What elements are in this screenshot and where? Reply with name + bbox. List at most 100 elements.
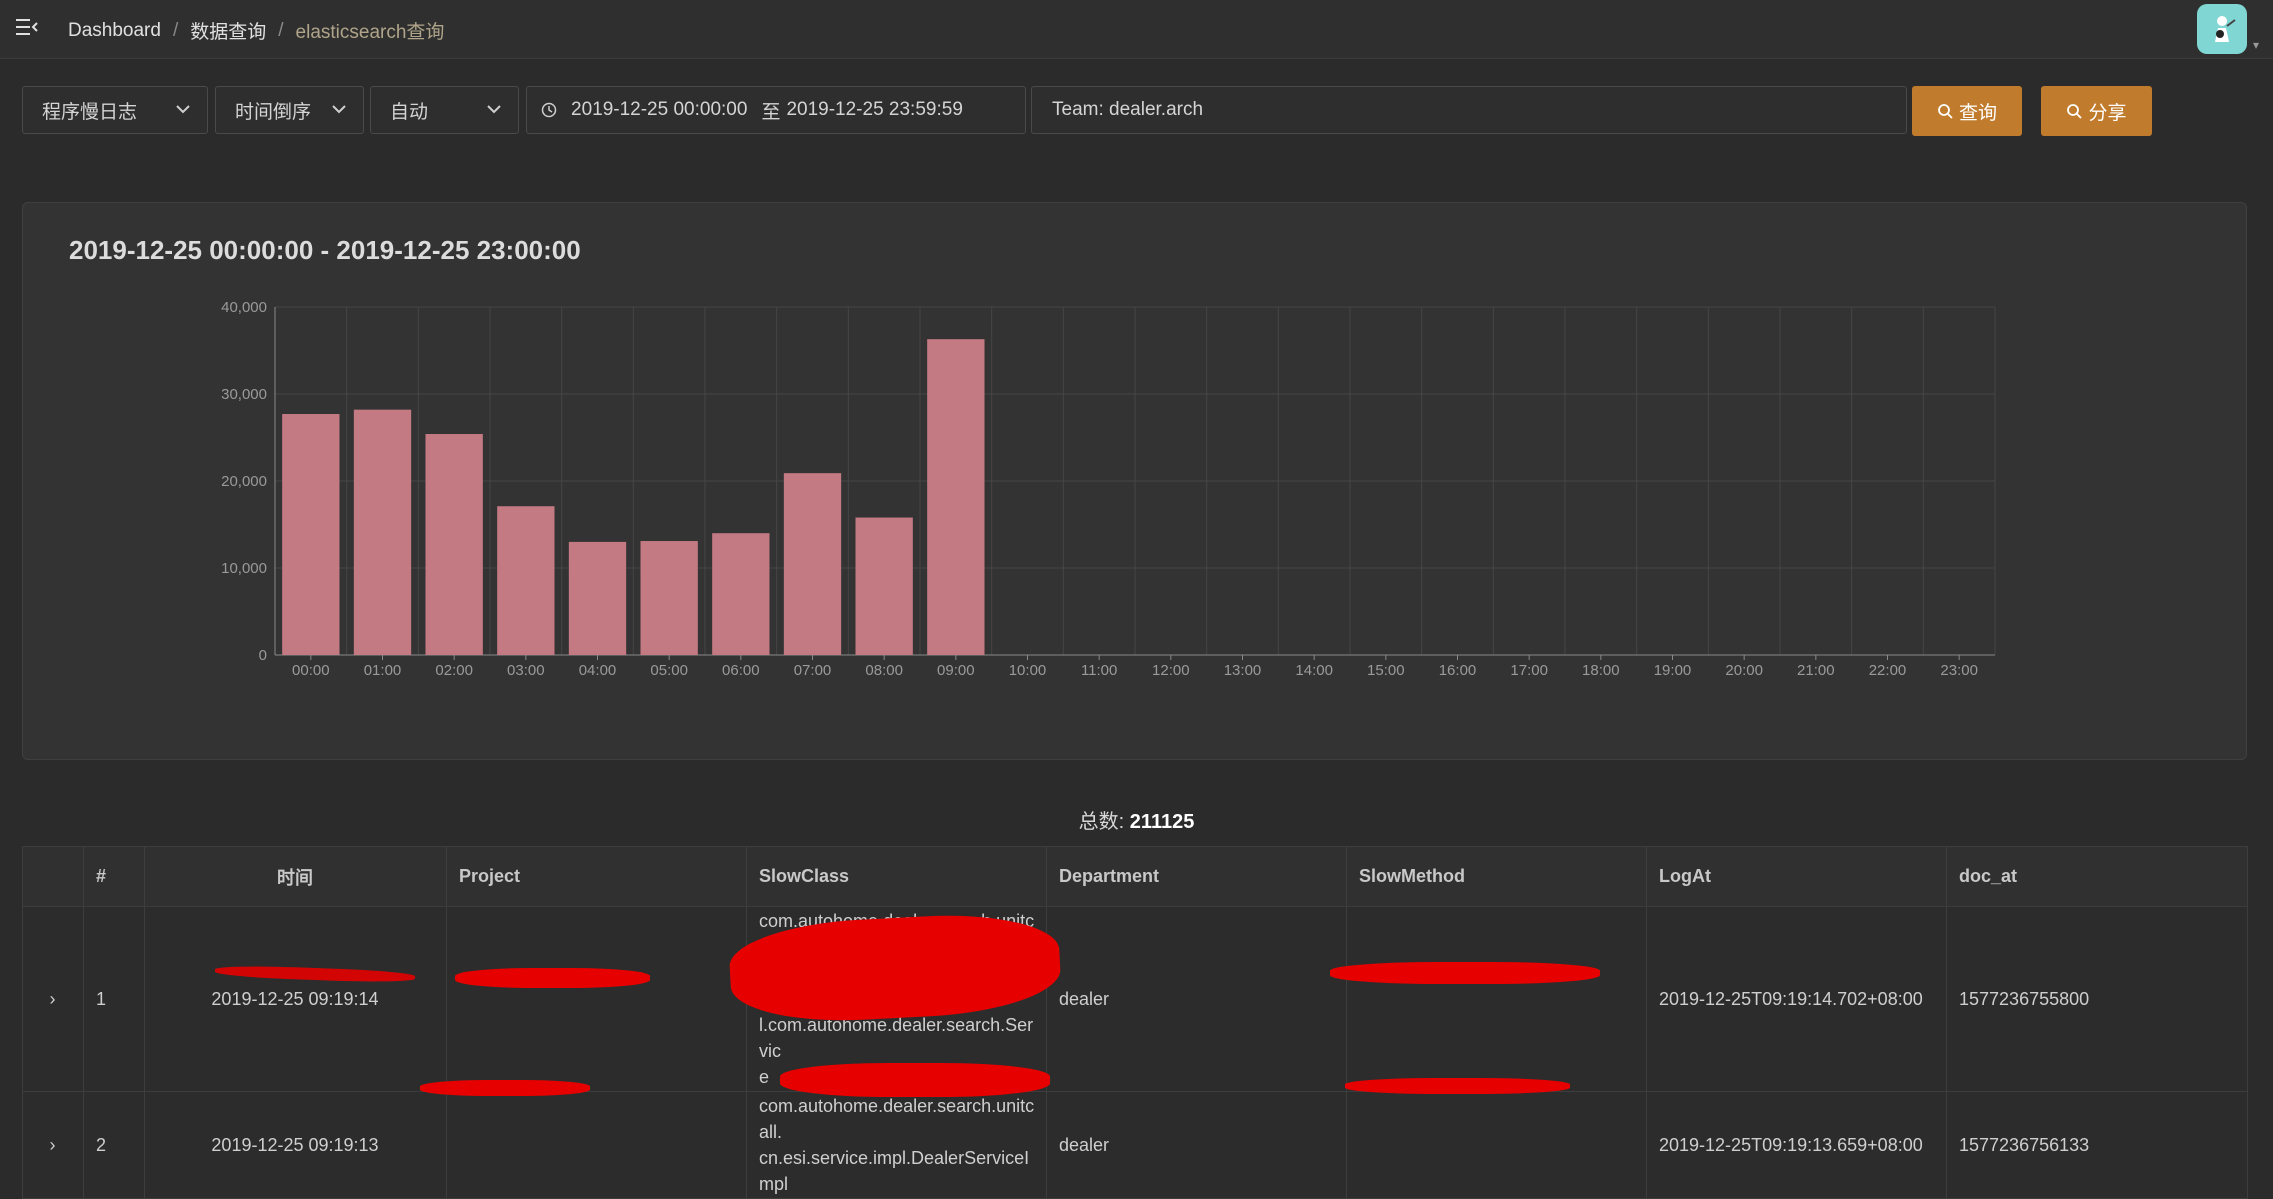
x-tick-label: 05:00 xyxy=(650,662,688,679)
date-range-separator: 至 xyxy=(761,101,781,123)
cell-index: 2 xyxy=(83,1091,145,1199)
chart-title: 2019-12-25 00:00:00 - 2019-12-25 23:00:0… xyxy=(69,235,581,265)
y-tick-label: 40,000 xyxy=(221,299,267,316)
column-header-index[interactable]: # xyxy=(83,846,145,907)
x-tick-label: 19:00 xyxy=(1654,662,1692,679)
menu-toggle-icon[interactable] xyxy=(16,16,38,38)
date-start[interactable]: 2019-12-25 00:00:00 xyxy=(571,99,748,120)
cell-doc-at: 1577236755800 xyxy=(1946,906,2248,1092)
x-tick-label: 00:00 xyxy=(292,662,330,679)
bar xyxy=(927,339,985,655)
clock-icon xyxy=(541,102,557,118)
column-header-logat[interactable]: LogAt xyxy=(1646,846,1947,907)
x-tick-label: 16:00 xyxy=(1439,662,1477,679)
x-tick-label: 12:00 xyxy=(1152,662,1190,679)
x-tick-label: 15:00 xyxy=(1367,662,1405,679)
date-range-picker[interactable]: 2019-12-25 00:00:00 至 2019-12-25 23:59:5… xyxy=(526,86,1026,134)
bar xyxy=(425,434,483,655)
log-type-select[interactable]: 程序慢日志 xyxy=(22,86,208,134)
column-header-doc-at[interactable]: doc_at xyxy=(1946,846,2248,907)
chart-card: 2019-12-25 00:00:00 - 2019-12-25 23:00:0… xyxy=(22,202,2247,760)
redaction-mark xyxy=(1345,1078,1570,1094)
cell-logat: 2019-12-25T09:19:14.702+08:00 xyxy=(1646,906,1947,1092)
chevron-down-icon xyxy=(332,105,346,114)
slowclass-line: e xyxy=(759,1067,770,1087)
cell-department: dealer xyxy=(1046,906,1347,1092)
x-tick-label: 18:00 xyxy=(1582,662,1620,679)
cell-project xyxy=(446,1091,747,1199)
bar xyxy=(497,506,555,655)
total-count: 211125 xyxy=(1129,811,1195,833)
date-end[interactable]: 2019-12-25 23:59:59 xyxy=(786,99,963,120)
interval-value: 自动 xyxy=(390,101,429,123)
column-header-time[interactable]: 时间 xyxy=(144,846,447,907)
x-tick-label: 02:00 xyxy=(435,662,473,679)
bar xyxy=(568,541,627,655)
sort-order-select[interactable]: 时间倒序 xyxy=(215,86,364,134)
cell-slowclass: com.autohome.dealer.search.unitcall. cn.… xyxy=(746,1091,1047,1199)
redaction-mark xyxy=(420,1080,590,1096)
x-tick-label: 17:00 xyxy=(1510,662,1548,679)
breadcrumb-separator: / xyxy=(278,19,284,41)
breadcrumb: Dashboard / 数据查询 / elasticsearch查询 xyxy=(68,17,444,44)
caret-down-icon: ▾ xyxy=(2252,38,2259,52)
bar xyxy=(640,541,698,655)
column-header-slowmethod[interactable]: SlowMethod xyxy=(1346,846,1647,907)
cell-logat: 2019-12-25T09:19:13.659+08:00 xyxy=(1646,1091,1947,1199)
y-tick-label: 10,000 xyxy=(221,560,267,577)
column-header-department[interactable]: Department xyxy=(1046,846,1347,907)
x-tick-label: 04:00 xyxy=(579,662,617,679)
x-tick-label: 22:00 xyxy=(1869,662,1907,679)
bar xyxy=(712,533,770,655)
results-table: # 时间 Project SlowClass Department SlowMe… xyxy=(22,846,2248,1199)
x-tick-label: 07:00 xyxy=(794,662,832,679)
cell-time: 2019-12-25 09:19:14 xyxy=(144,906,447,1092)
expand-row-icon[interactable]: › xyxy=(22,906,84,1092)
search-button[interactable]: 查询 xyxy=(1912,86,2022,136)
breadcrumb-data-query[interactable]: 数据查询 xyxy=(190,22,267,43)
y-tick-label: 30,000 xyxy=(221,386,267,403)
total-label: 总数: xyxy=(1078,811,1125,833)
x-tick-label: 09:00 xyxy=(937,662,975,679)
sort-order-value: 时间倒序 xyxy=(235,101,312,123)
x-tick-label: 08:00 xyxy=(865,662,903,679)
redaction-mark xyxy=(1330,962,1600,984)
column-header-project[interactable]: Project xyxy=(446,846,747,907)
x-tick-label: 23:00 xyxy=(1940,662,1978,679)
x-tick-label: 11:00 xyxy=(1081,662,1117,679)
cell-slowmethod xyxy=(1346,906,1647,1092)
bar xyxy=(783,473,842,655)
chevron-down-icon xyxy=(176,105,190,114)
x-tick-label: 20:00 xyxy=(1725,662,1763,679)
slowclass-line: l.com.autohome.dealer.search.Servic xyxy=(759,1015,1034,1061)
avatar[interactable] xyxy=(2196,4,2247,54)
redaction-mark xyxy=(455,968,650,988)
total-summary: 总数: 211125 xyxy=(0,805,2273,834)
cell-index: 1 xyxy=(83,906,145,1092)
cell-project xyxy=(446,906,747,1092)
cell-slowmethod xyxy=(1346,1091,1647,1199)
bar-chart: 0 10,000 20,000 30,000 40,000 00:00 01:00 02:00… xyxy=(221,299,1996,679)
share-button[interactable]: 分享 xyxy=(2041,86,2152,136)
breadcrumb-dashboard[interactable]: Dashboard xyxy=(68,19,161,41)
avatar-figure-icon xyxy=(2214,16,2236,42)
search-button-label: 查询 xyxy=(1958,102,1997,124)
x-tick-label: 10:00 xyxy=(1009,662,1047,679)
query-input[interactable] xyxy=(1031,86,1907,134)
table-row[interactable]: › 1 2019-12-25 09:19:14 com.autohome.dea… xyxy=(22,906,2248,1092)
y-tick-label: 0 xyxy=(259,647,267,664)
x-tick-label: 13:00 xyxy=(1224,662,1262,679)
x-tick-label: 06:00 xyxy=(722,662,760,679)
expand-column-header xyxy=(22,846,84,907)
y-tick-label: 20,000 xyxy=(221,473,267,490)
user-menu[interactable]: ▾ xyxy=(2196,4,2259,54)
column-header-slowclass[interactable]: SlowClass xyxy=(746,846,1047,907)
table-row[interactable]: › 2 2019-12-25 09:19:13 com.autohome.dea… xyxy=(22,1091,2248,1199)
expand-row-icon[interactable]: › xyxy=(22,1091,84,1199)
cell-doc-at: 1577236756133 xyxy=(1946,1091,2248,1199)
interval-select[interactable]: 自动 xyxy=(370,86,519,134)
x-tick-label: 03:00 xyxy=(507,662,545,679)
bar xyxy=(855,517,913,655)
search-icon xyxy=(1938,104,1953,119)
x-tick-label: 14:00 xyxy=(1295,662,1333,679)
